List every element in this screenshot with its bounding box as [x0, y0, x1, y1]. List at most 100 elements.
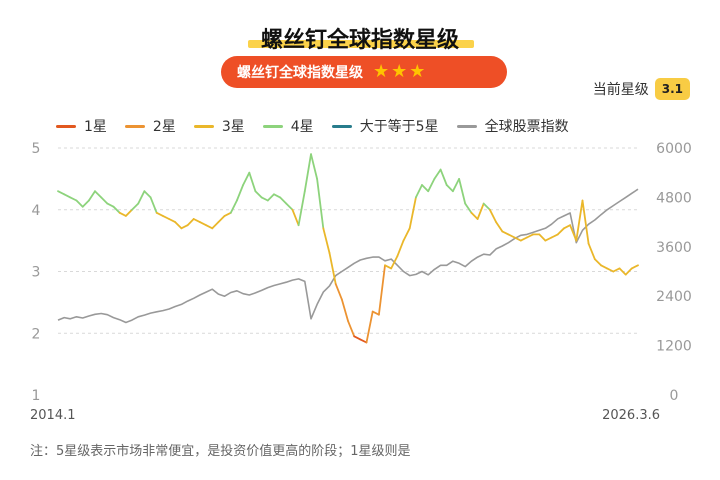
star-rating-segment: [192, 218, 201, 224]
star-rating-segment: [488, 208, 498, 224]
star-rating-segment: [57, 190, 66, 196]
star-rating-segment: [575, 199, 584, 242]
star-rating-segment: [273, 193, 282, 199]
star-rating-segment: [396, 239, 405, 258]
star-rating-segment: [223, 211, 232, 217]
star-rating-segment: [563, 224, 571, 230]
star-rating-segment: [168, 218, 177, 224]
current-rating-badge: 3.1: [654, 78, 690, 100]
y-left-tick-label: 2: [32, 326, 41, 342]
star-rating-segment: [593, 258, 602, 267]
global-index-line: [57, 188, 639, 324]
star-rating-segment: [402, 227, 411, 242]
star-rating-segment: [217, 214, 226, 224]
star-rating-segment: [340, 298, 349, 322]
star-rating-segment: [427, 177, 436, 193]
y-right-tick-label: 6000: [656, 141, 692, 157]
star-rating-segment: [501, 230, 510, 236]
star-rating-segment: [316, 177, 325, 230]
star-icon: ★: [373, 61, 390, 82]
star-rating-segment: [365, 310, 374, 344]
star-rating-segment: [587, 242, 596, 261]
star-rating: ★ ★ ★: [373, 63, 425, 81]
star-rating-segment: [266, 193, 275, 202]
legend-swatch: [56, 124, 76, 128]
star-icon: ★: [391, 61, 408, 82]
legend-swatch: [331, 124, 352, 128]
star-rating-segment: [69, 196, 78, 202]
star-rating-segment: [131, 202, 140, 211]
current-rating: 当前星级 3.1: [593, 78, 690, 100]
y-left-tick-label: 4: [32, 203, 41, 219]
star-rating-segment: [445, 184, 454, 193]
star-rating-segment: [254, 190, 263, 199]
x-end-label: 2026.3.6: [602, 408, 660, 423]
star-rating-segment: [137, 190, 146, 205]
star-rating-segment: [526, 233, 534, 239]
star-rating-segment: [279, 196, 288, 205]
star-rating-segment: [100, 196, 109, 205]
y-right-tick-label: 4800: [656, 190, 692, 206]
star-rating-segment: [458, 177, 467, 205]
legend-item-1star[interactable]: 1星: [56, 116, 107, 136]
star-rating-segment: [125, 208, 133, 217]
star-rating-segment: [606, 267, 615, 273]
star-rating-segment: [186, 218, 195, 227]
y-left-tick-label: 5: [32, 141, 41, 157]
chart-legend: 1星 2星 3星 4星 大于等于5星 全球股票指数: [56, 116, 569, 136]
star-rating-segment: [303, 153, 312, 193]
star-rating-segment: [377, 264, 386, 316]
star-rating-segment: [155, 211, 164, 217]
star-rating-segment: [63, 193, 72, 199]
star-rating-segment: [414, 184, 423, 199]
legend-item-global-index[interactable]: 全球股票指数: [456, 116, 569, 136]
star-rating-segment: [451, 177, 461, 193]
star-rating-segment: [538, 233, 547, 242]
star-icon: ★: [409, 61, 426, 82]
legend-label: 全球股票指数: [484, 119, 569, 135]
star-rating-segment: [600, 264, 608, 270]
star-rating-segment: [507, 233, 516, 239]
legend-label: 4星: [290, 119, 314, 135]
star-rating-segment: [421, 184, 430, 193]
current-rating-label: 当前星级: [592, 82, 649, 98]
footnote: 注：5星级表示市场非常便宜，是投资价值更高的阶段；1星级则是: [30, 444, 411, 459]
star-rating-segment: [161, 214, 171, 220]
legend-item-3star[interactable]: 3星: [193, 116, 245, 136]
star-rating-segment: [384, 264, 393, 270]
star-rating-segment: [328, 252, 337, 285]
y-right-tick-label: 0: [670, 388, 679, 404]
legend-item-2star[interactable]: 2星: [124, 116, 176, 136]
star-rating-segment: [205, 224, 214, 230]
star-rating-segment: [569, 224, 578, 242]
legend-label: 大于等于5星: [359, 119, 439, 135]
star-rating-segment: [149, 196, 158, 214]
star-rating-segment: [285, 202, 294, 211]
star-rating-segment: [408, 196, 417, 230]
star-rating-segment: [359, 338, 368, 344]
legend-label: 2星: [152, 119, 176, 135]
star-rating-segment: [118, 211, 127, 217]
legend-item-4star[interactable]: 4星: [262, 116, 314, 136]
star-rating-segment: [229, 199, 238, 214]
pill-label: 螺丝钉全球指数星级: [237, 65, 363, 81]
star-rating-segment: [464, 202, 473, 214]
star-rating-segment: [94, 190, 103, 199]
star-rating-segment: [260, 196, 269, 202]
star-rating-segment: [612, 267, 621, 273]
star-rating-segment: [550, 233, 559, 239]
star-rating-segment: [235, 184, 245, 202]
y-right-tick-label: 3600: [656, 240, 692, 256]
legend-swatch: [124, 124, 145, 128]
star-rating-segment: [618, 267, 627, 276]
star-rating-segment: [482, 202, 491, 211]
star-rating-segment: [297, 190, 306, 227]
star-rating-segment: [248, 171, 257, 193]
star-rating-segment: [519, 236, 528, 242]
legend-item-5star[interactable]: 大于等于5星: [331, 116, 439, 136]
star-rating-segment: [174, 221, 183, 230]
y-left-tick-label: 3: [32, 265, 41, 281]
star-rating-segment: [180, 224, 189, 230]
star-rating-segment: [143, 190, 152, 199]
star-rating-segment: [310, 153, 319, 180]
